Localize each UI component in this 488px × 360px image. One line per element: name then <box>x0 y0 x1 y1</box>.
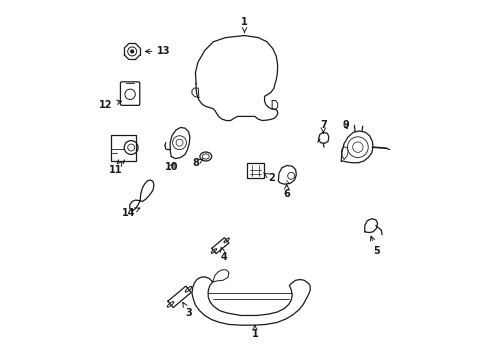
Text: 6: 6 <box>283 185 289 199</box>
Text: 1: 1 <box>241 17 247 32</box>
Text: 12: 12 <box>99 100 121 110</box>
Text: 14: 14 <box>122 208 140 218</box>
FancyBboxPatch shape <box>111 135 136 161</box>
Text: 10: 10 <box>165 162 178 172</box>
Text: 5: 5 <box>370 236 379 256</box>
Text: 3: 3 <box>183 302 192 318</box>
Text: 13: 13 <box>145 46 171 57</box>
Text: 4: 4 <box>220 247 226 262</box>
Text: 1: 1 <box>251 325 258 339</box>
FancyBboxPatch shape <box>120 82 140 105</box>
Text: 8: 8 <box>192 158 203 168</box>
Text: 2: 2 <box>263 173 275 183</box>
Circle shape <box>130 50 133 53</box>
Text: 9: 9 <box>342 120 349 130</box>
Text: 11: 11 <box>109 161 122 175</box>
Text: 7: 7 <box>319 120 326 133</box>
FancyBboxPatch shape <box>247 163 264 178</box>
